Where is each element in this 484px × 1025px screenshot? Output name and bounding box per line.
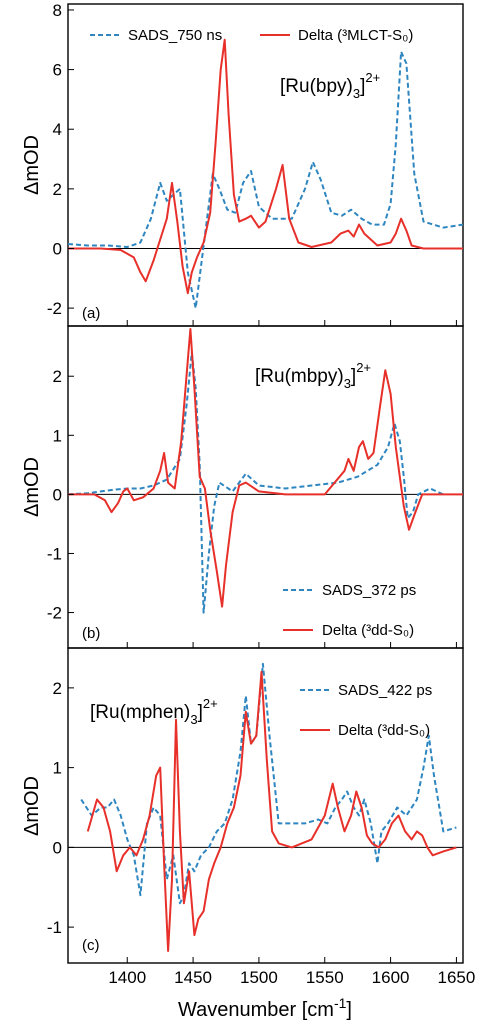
x-axis: 1400 1450 1500 1550 1600 1650 bbox=[108, 320, 475, 987]
panel-a-legend: SADS_750 ns Delta (³MLCT-S₀) bbox=[90, 27, 413, 44]
x-tick-label: 1450 bbox=[174, 968, 212, 987]
panel-a-series-sads-line bbox=[67, 50, 464, 310]
panel-a-series bbox=[67, 38, 464, 310]
panel-a-series-delta-line bbox=[68, 38, 463, 295]
panel-b-y-axis-label: ΔmOD bbox=[21, 457, 43, 517]
panel-a: -2 0 2 4 6 8 ΔmOD (a) [Ru(bpy)3]2+ SADS_750 n… bbox=[21, 1, 464, 327]
x-tick-label: 1600 bbox=[372, 968, 410, 987]
panel-b-legend: SADS_372 ps Delta (³dd-S₀) bbox=[283, 582, 416, 639]
panel-b: -2 -1 0 1 2 ΔmOD (b) [Ru(mbpy)3]2+ SADS_372 … bbox=[21, 325, 464, 649]
panel-c-ytick-label: 0 bbox=[53, 838, 62, 857]
legend-label-sads-372: SADS_372 ps bbox=[322, 582, 416, 599]
panel-a-ytick-label: 8 bbox=[53, 1, 62, 20]
legend-label-delta-dd-c: Delta (³dd-S₀) bbox=[338, 722, 430, 739]
panel-b-label: (b) bbox=[82, 625, 100, 642]
panel-b-series-delta-line bbox=[68, 328, 463, 608]
panel-c-yticks: -1 0 1 2 bbox=[47, 679, 74, 937]
panel-c-frame bbox=[67, 647, 464, 964]
panel-b-series-sads-line bbox=[67, 351, 444, 614]
x-tick-label: 1400 bbox=[108, 968, 146, 987]
panel-a-ytick-label: 6 bbox=[53, 61, 62, 80]
panel-c-label: (c) bbox=[82, 937, 100, 954]
panel-b-series bbox=[67, 328, 463, 614]
panel-a-y-axis-label: ΔmOD bbox=[21, 135, 43, 195]
panel-b-ytick-label: 0 bbox=[53, 485, 62, 504]
panel-b-yticks: -2 -1 0 1 2 bbox=[47, 367, 74, 623]
x-tick-label: 1500 bbox=[240, 968, 278, 987]
legend-label-delta-mlct: Delta (³MLCT-S₀) bbox=[298, 27, 413, 44]
panel-b-ytick-label: -1 bbox=[47, 544, 62, 563]
x-tick-label: 1550 bbox=[306, 968, 344, 987]
panel-a-frame bbox=[67, 3, 464, 327]
panel-b-compound: [Ru(mbpy)3]2+ bbox=[255, 360, 371, 391]
panel-a-ytick-label: 0 bbox=[53, 239, 62, 258]
panel-b-ytick-label: -2 bbox=[47, 604, 62, 623]
panel-c-series-delta-line bbox=[86, 670, 457, 952]
panel-c-legend: SADS_422 ps Delta (³dd-S₀) bbox=[300, 682, 432, 739]
panel-a-compound: [Ru(bpy)3]2+ bbox=[280, 70, 380, 101]
panel-c-ytick-label: 2 bbox=[53, 679, 62, 698]
panel-a-label: (a) bbox=[82, 305, 100, 322]
x-tick-label: 1650 bbox=[438, 968, 476, 987]
panel-a-ytick-label: -2 bbox=[47, 299, 62, 318]
panel-c-y-axis-label: ΔmOD bbox=[21, 776, 43, 836]
legend-label-sads-750: SADS_750 ns bbox=[128, 27, 222, 44]
panel-c-ytick-label: 1 bbox=[53, 759, 62, 778]
panel-c-ytick-label: -1 bbox=[47, 918, 62, 937]
panel-b-ytick-label: 1 bbox=[53, 426, 62, 445]
panel-a-ytick-label: 4 bbox=[53, 120, 62, 139]
x-axis-label: Wavenumber [cm-1] bbox=[178, 995, 352, 1021]
legend-label-delta-dd-b: Delta (³dd-S₀) bbox=[322, 622, 414, 639]
legend-label-sads-422: SADS_422 ps bbox=[338, 682, 432, 699]
panel-a-ytick-label: 2 bbox=[53, 180, 62, 199]
panel-a-yticks: -2 0 2 4 6 8 bbox=[47, 1, 74, 318]
panel-c-series bbox=[80, 662, 457, 952]
panel-c-compound: [Ru(mphen)3]2+ bbox=[90, 696, 218, 727]
panel-c: -1 0 1 2 ΔmOD (c) [Ru(mphen)3]2+ SADS_422 p… bbox=[21, 647, 464, 964]
panel-b-ytick-label: 2 bbox=[53, 367, 62, 386]
